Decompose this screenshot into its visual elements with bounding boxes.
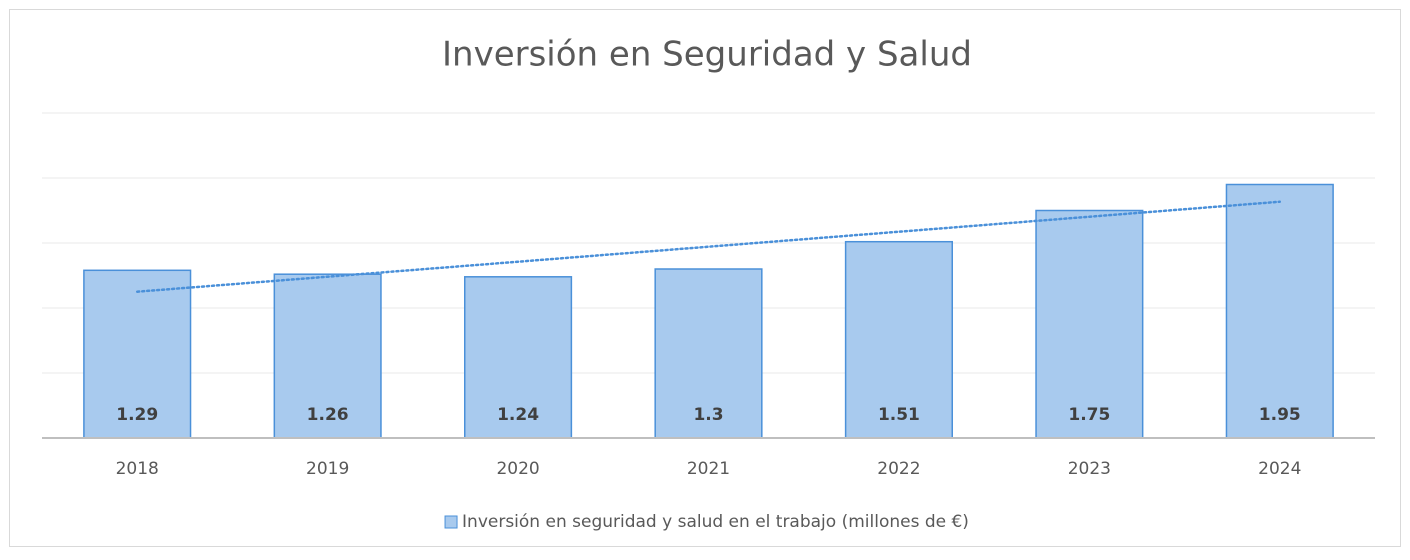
value-label: 1.29 bbox=[116, 405, 158, 425]
x-tick-label: 2022 bbox=[877, 459, 920, 479]
value-label: 1.26 bbox=[307, 405, 349, 425]
chart-title: Inversión en Seguridad y Salud bbox=[442, 35, 972, 75]
bar bbox=[83, 269, 192, 439]
trendline bbox=[135, 200, 1282, 293]
legend-swatch bbox=[444, 515, 458, 529]
x-tick-label: 2018 bbox=[116, 459, 159, 479]
x-tick-label: 2019 bbox=[306, 459, 349, 479]
bar bbox=[844, 240, 953, 439]
value-label: 1.3 bbox=[693, 405, 723, 425]
bar bbox=[464, 276, 573, 439]
bar bbox=[273, 273, 382, 439]
bar bbox=[1225, 183, 1334, 439]
x-tick-label: 2020 bbox=[496, 459, 539, 479]
bar bbox=[1035, 209, 1144, 439]
x-tick-label: 2023 bbox=[1068, 459, 1111, 479]
x-tick-label: 2021 bbox=[687, 459, 730, 479]
value-label: 1.51 bbox=[878, 405, 920, 425]
value-label: 1.24 bbox=[497, 405, 539, 425]
legend-label: Inversión en seguridad y salud en el tra… bbox=[462, 512, 969, 532]
bar bbox=[654, 268, 763, 439]
value-label: 1.75 bbox=[1068, 405, 1110, 425]
x-tick-label: 2024 bbox=[1258, 459, 1301, 479]
value-label: 1.95 bbox=[1259, 405, 1301, 425]
